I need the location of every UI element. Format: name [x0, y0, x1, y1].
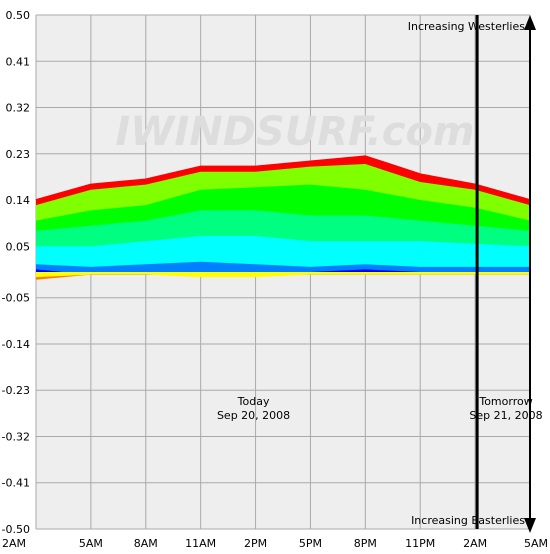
- series-top-line: [35, 155, 531, 202]
- x-axis-labels: 2AM 5AM 8AM 11AM 2PM 5PM 8PM 11PM 2AM 5AM: [2, 537, 548, 550]
- y-tick-label: -0.32: [2, 430, 30, 443]
- series-area: [36, 261, 530, 272]
- x-tick-label: 2PM: [244, 537, 267, 550]
- y-tick-label: -0.50: [2, 523, 30, 536]
- series-area-lower: [36, 272, 530, 278]
- y-tick-label: 0.05: [6, 240, 31, 253]
- y-tick-label: -0.23: [2, 384, 30, 397]
- arrow-down-icon: [524, 518, 536, 533]
- direction-arrow: [524, 15, 536, 533]
- y-tick-label: -0.14: [2, 338, 30, 351]
- x-tick-label: 5PM: [299, 537, 322, 550]
- series-area: [36, 236, 530, 272]
- x-tick-label: 5AM: [79, 537, 103, 550]
- x-tick-label: 5AM: [524, 537, 548, 550]
- day-label-date: Sep 20, 2008: [217, 409, 290, 422]
- y-tick-label: 0.41: [6, 55, 31, 68]
- y-tick-label: -0.05: [2, 292, 30, 305]
- y-tick-label: 0.50: [6, 9, 31, 22]
- x-tick-label: 2AM: [2, 537, 26, 550]
- watermark: IWINDSURF.com: [115, 109, 474, 155]
- x-tick-label: 8AM: [134, 537, 158, 550]
- x-tick-label: 8PM: [354, 537, 377, 550]
- day-label-title: Today: [237, 395, 270, 408]
- y-tick-label: 0.14: [6, 194, 31, 207]
- day-label-date: Sep 21, 2008: [469, 409, 542, 422]
- day-label-title: Tomorrow: [478, 395, 532, 408]
- y-tick-label: 0.23: [6, 148, 31, 161]
- label-westerlies: Increasing Westerlies: [408, 20, 526, 33]
- x-tick-label: 2AM: [463, 537, 487, 550]
- y-axis-labels: 0.50 0.41 0.32 0.23 0.14 0.05 -0.05 -0.14 -0.23 -…: [2, 9, 30, 536]
- y-tick-label: -0.41: [2, 477, 30, 490]
- data-areas: [35, 155, 531, 280]
- arrow-up-icon: [524, 15, 536, 30]
- y-tick-label: 0.32: [6, 102, 31, 115]
- x-tick-label: 11AM: [185, 537, 216, 550]
- x-tick-label: 11PM: [405, 537, 435, 550]
- label-easterlies: Increasing Easterlies: [411, 514, 525, 527]
